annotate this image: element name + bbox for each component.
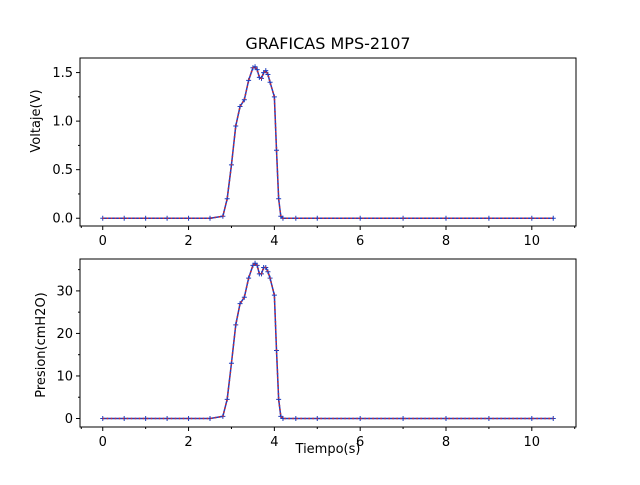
voltage-x-tick-label: 4 <box>270 234 278 249</box>
pressure-x-tick-label: 2 <box>184 435 192 450</box>
pressure-y-tick-label: 10 <box>56 369 73 384</box>
pressure-series-marker <box>265 269 271 275</box>
voltage-y-tick-label: 1.0 <box>52 115 73 130</box>
voltage-x-tick-label: 8 <box>442 234 450 249</box>
pressure-axes-frame <box>79 258 577 428</box>
voltage-y-tick-label: 0.0 <box>52 212 73 227</box>
voltage-x-tick-label: 0 <box>99 234 107 249</box>
voltage-x-tick-label: 2 <box>184 234 192 249</box>
pressure-y-tick-label: 20 <box>56 327 73 342</box>
voltage-series-line-1 <box>102 65 554 219</box>
pressure-series-line-1 <box>102 262 554 420</box>
x-axis-label: Tiempo(s) <box>295 442 361 457</box>
pressure-x-tick-label: 0 <box>99 435 107 450</box>
voltage-series-marker <box>263 68 269 74</box>
pressure-x-tick-label: 10 <box>524 435 541 450</box>
pressure-series-marker <box>241 294 247 300</box>
voltage-series-marker <box>237 104 243 110</box>
voltage-ylabel: Voltaje(V) <box>29 89 44 152</box>
voltage-x-tick-label: 10 <box>524 234 541 249</box>
pressure-y-tick-label: 30 <box>56 284 73 299</box>
chart-title: GRAFICAS MPS-2107 <box>245 34 410 53</box>
voltage-series-marker <box>252 64 258 70</box>
pressure-ylabel: Presion(cmH2O) <box>34 292 49 397</box>
pressure-x-tick-label: 4 <box>270 435 278 450</box>
voltage-axes-frame <box>79 57 577 227</box>
pressure-y-tick-label: 0 <box>65 412 73 427</box>
pressure-series-marker <box>443 415 449 421</box>
voltage-subplot: Voltaje(V) 0 2 4 6 8 10 0.0 0.5 1.0 1.5 <box>29 57 577 249</box>
pressure-x-tick-label: 6 <box>356 435 364 450</box>
pressure-subplot: Presion(cmH2O) 0 2 4 6 8 10 0 10 20 30 <box>34 258 577 450</box>
pressure-x-tick-label: 8 <box>442 435 450 450</box>
voltage-x-tick-label: 6 <box>356 234 364 249</box>
voltage-y-tick-label: 0.5 <box>52 163 73 178</box>
voltage-y-tick-label: 1.5 <box>52 66 73 81</box>
